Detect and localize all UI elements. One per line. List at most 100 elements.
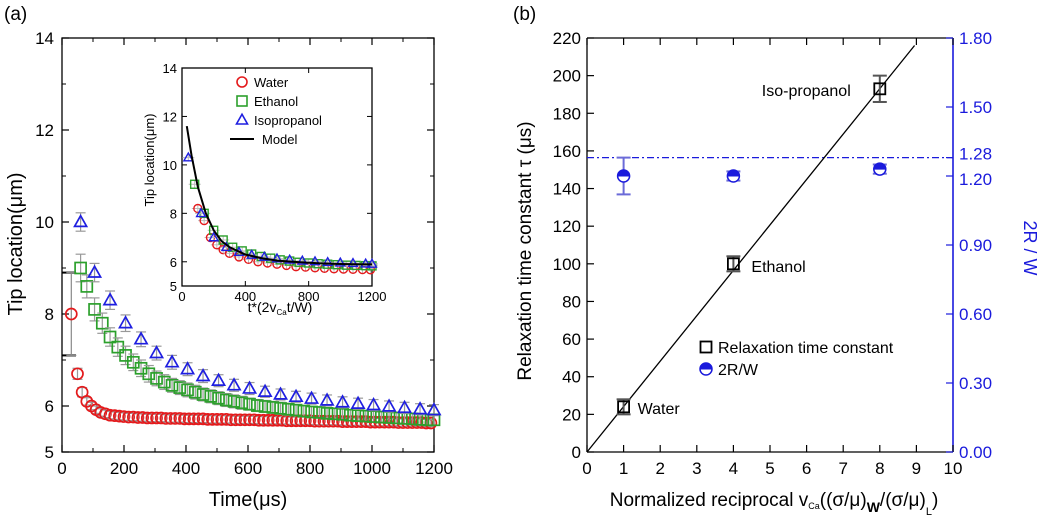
panel-b-plot: 0 1 2 3 4 5 6 7 8 9 100204060801001201401601802002… (553, 29, 992, 478)
panel-a-ethanol-point (157, 375, 171, 389)
panel-b-y-tick-label: 180 (553, 104, 581, 123)
panel-b-x-tick-label: 10 (944, 459, 963, 478)
panel-a-isopropanol-point (426, 402, 442, 416)
panel-b-x-tick-label: 1 (619, 459, 628, 478)
inset-isopropanol-point (258, 250, 270, 261)
panel-a-isopropanol-point (381, 398, 397, 412)
panel-a-ethanol-point (289, 403, 303, 417)
panel-a-ethanol-point (320, 407, 334, 420)
panel-a-ethanol-point (281, 402, 295, 416)
panel-a-water-point (187, 412, 201, 426)
panel-a-ethanol-point (343, 408, 357, 422)
panel-a-isopropanol-point (288, 388, 304, 403)
inset-legend-model-label: Model (262, 132, 298, 147)
panel-a-isopropanol-point (397, 399, 413, 414)
inset-ethanol-point (189, 179, 200, 189)
panel-a-water-point (154, 411, 168, 425)
panel-a-ethanol-point (390, 411, 404, 425)
panel-b-y-right-tick-label: 0.90 (959, 236, 992, 255)
panel-b-y-right-label: 2R / W (1020, 220, 1037, 275)
inset-plot: 0 400 800 1200 5 6 8 10 12 14 Water Ethanol Isopropa… (163, 61, 387, 304)
inset-water-point (193, 203, 203, 214)
panel-a-water-point (71, 367, 84, 381)
panel-b-x-label-sub: Ca (808, 501, 820, 511)
panel-b-legend-ratio-marker-fill (699, 362, 713, 370)
panel-a-ethanol-point (266, 401, 280, 414)
panel-a-water-point (178, 412, 191, 426)
panel-a-water-point (122, 410, 135, 424)
panel-a-water-point (238, 413, 252, 427)
panel-b-x-tick-label: 6 (802, 459, 811, 478)
inset-isopropanol-point (182, 151, 194, 162)
panel-a-isopropanol-point (102, 292, 118, 306)
panel-a-water-point (182, 412, 196, 426)
panel-a-isopropanol-point (195, 368, 211, 382)
panel-b-tau-point (727, 257, 740, 271)
inset-legend-isopropanol-marker (235, 112, 249, 125)
panel-b-ratio-point (726, 169, 741, 183)
inset-isopropanol-point (366, 257, 378, 268)
panel-a-isopropanol-point (149, 345, 165, 359)
panel-a-water-point (308, 414, 321, 428)
panel-b-y-tick-label: 220 (553, 29, 581, 48)
panel-b-x-tick-label: 4 (729, 459, 738, 478)
panel-a-ethanol-point (204, 389, 218, 403)
panel-b-x-tick-label: 5 (765, 459, 774, 478)
panel-a-ethanol-point (95, 316, 109, 330)
panel-b-x-label-sub3: L (926, 506, 932, 518)
panel-a-water-point (266, 413, 280, 427)
inset-isopropanol-point (360, 257, 372, 268)
panel-a-ethanol-point (111, 340, 125, 354)
inset-y-label: Tip location(μm) (142, 114, 157, 207)
inset-model-line (185, 125, 373, 266)
panel-a-x-label: Time(μs) (209, 489, 288, 511)
panel-a-ethanol-point (274, 401, 287, 415)
inset-x-label: t*(2vCat/W) (248, 299, 313, 317)
panel-a-water-point (145, 411, 159, 425)
panel-a-y-tick-label: 10 (35, 213, 54, 232)
panel-b-y-tick-label: 200 (553, 67, 581, 86)
inset-isopropanol-point (309, 255, 321, 266)
panel-a-ethanol-point (88, 303, 101, 316)
panel-a-water-point (150, 411, 163, 425)
panel-a-ethanol-point (336, 407, 349, 421)
inset-y-tick-label: 5 (170, 279, 177, 294)
inset-isopropanol-point (195, 207, 207, 218)
panel-a-ethanol-point (374, 410, 388, 424)
panel-a-water-point (261, 413, 275, 427)
panel-b-annotation: Water (638, 401, 681, 418)
panel-a-ethanol-point (312, 406, 326, 419)
panel-b-y-right-tick-label: 0.00 (959, 443, 992, 462)
panel-a-isopropanol-point (118, 315, 134, 329)
inset-x-tick-label: 0 (178, 289, 185, 304)
panel-a-ethanol-point (173, 381, 187, 394)
inset-y-tick-label: 8 (170, 206, 177, 221)
panel-a-y-tick-label: 8 (45, 305, 54, 324)
panel-b-x-tick-label: 7 (838, 459, 847, 478)
panel-b-legend-ratio-label: 2R/W (718, 362, 759, 379)
panel-a-water-point (173, 412, 187, 425)
panel-a-isopropanol-point (211, 372, 227, 386)
panel-a-y-tick-label: 12 (35, 121, 54, 140)
inset-isopropanol-point (284, 253, 296, 264)
inset-legend-ethanol-label: Ethanol (254, 94, 298, 109)
panel-a-x-tick-label: 200 (110, 459, 138, 478)
panel-a-x-tick-label: 400 (172, 459, 200, 478)
panel-a-water-point (206, 412, 219, 426)
panel-b-x-label-sub2: W (867, 499, 881, 515)
panel-a-ethanol-point (119, 349, 132, 362)
panel-a-water-point (164, 412, 177, 425)
panel-a-isopropanol-point (304, 390, 320, 404)
panel-b-x-tick-label: 8 (875, 459, 884, 478)
panel-a-x-tick-label: 1200 (415, 459, 453, 478)
panel-b-x-label-mid: ((σ/μ) (820, 490, 867, 511)
panel-b-y-tick-label: 40 (562, 368, 581, 387)
panel-b-y-tick-label: 100 (553, 255, 581, 274)
panel-a-ethanol-point (219, 393, 233, 407)
panel-a-ethanol-point (142, 367, 156, 381)
panel-a-ethanol-point (243, 397, 256, 411)
panel-b-ratio-point (616, 169, 631, 183)
inset-isopropanol-point (208, 231, 220, 242)
panel-a-plot: 0 200 400 600 800 1000 1200 5 6 8 10 12 14 (35, 29, 453, 478)
